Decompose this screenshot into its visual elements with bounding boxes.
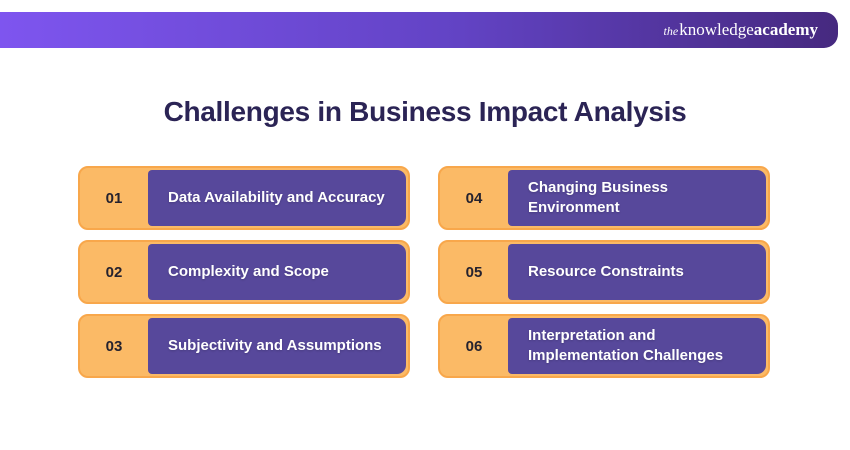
challenge-card-03: 03 Subjectivity and Assumptions <box>78 314 410 378</box>
challenge-panel-06: Interpretation and Implementation Challe… <box>508 318 766 374</box>
logo-knowledge-text: knowledge <box>679 20 754 39</box>
page-title: Challenges in Business Impact Analysis <box>163 96 687 127</box>
challenge-label-04: Changing Business Environment <box>528 179 669 216</box>
logo-the-text: the <box>663 24 679 38</box>
challenge-label-03: Subjectivity and Assumptions <box>168 337 382 355</box>
header-bar: theknowledgeacademy <box>0 12 838 48</box>
challenge-panel-04: Changing Business Environment <box>508 170 766 226</box>
challenge-panel-01: Data Availability and Accuracy <box>148 170 406 226</box>
challenge-label-06: Interpretation and Implementation Challe… <box>528 327 724 364</box>
challenge-card-01: 01 Data Availability and Accuracy <box>78 166 410 230</box>
knowledge-academy-logo: theknowledgeacademy <box>664 20 818 40</box>
challenge-card-02: 02 Complexity and Scope <box>78 240 410 304</box>
challenge-card-05: 05 Resource Constraints <box>438 240 770 304</box>
challenge-label-05: Resource Constraints <box>528 263 684 281</box>
challenge-label-01: Data Availability and Accuracy <box>168 189 385 207</box>
challenge-panel-02: Complexity and Scope <box>148 244 406 300</box>
challenge-label-02: Complexity and Scope <box>168 263 329 281</box>
challenge-number-04: 04 <box>465 189 483 207</box>
challenge-number-01: 01 <box>105 189 123 207</box>
challenges-grid: 01 Data Availability and Accuracy 04 Cha… <box>78 166 770 378</box>
challenge-number-02: 02 <box>105 263 123 281</box>
challenge-card-06: 06 Interpretation and Implementation Cha… <box>438 314 770 378</box>
challenge-number-06: 06 <box>465 337 483 355</box>
challenge-number-03: 03 <box>105 337 123 355</box>
challenge-number-05: 05 <box>465 263 483 281</box>
challenge-card-04: 04 Changing Business Environment <box>438 166 770 230</box>
logo-academy-text: academy <box>753 20 818 39</box>
challenge-panel-05: Resource Constraints <box>508 244 766 300</box>
challenge-panel-03: Subjectivity and Assumptions <box>148 318 406 374</box>
